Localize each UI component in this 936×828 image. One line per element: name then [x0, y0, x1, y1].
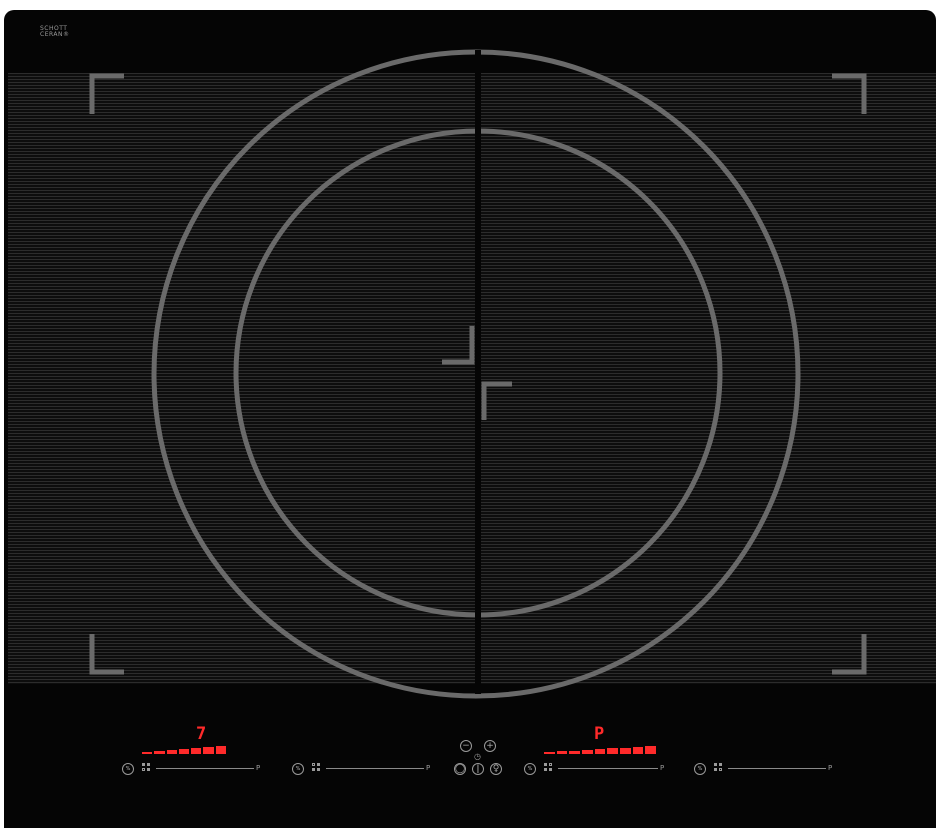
left-zone-grid-icon[interactable] [142, 763, 153, 774]
left-zone-control-row: % P [122, 763, 262, 775]
left-zone-power-display: 7 [196, 724, 207, 744]
brand-logo: SCHOTT CERAN® [40, 26, 70, 38]
center-mark-right [481, 381, 512, 420]
level-bar-segment [166, 750, 177, 754]
level-bar-segment [569, 750, 580, 754]
right-zone-percent-button[interactable]: % [524, 763, 536, 775]
right-zone-power-display: P [594, 724, 605, 744]
right-second-grid-icon[interactable] [714, 763, 725, 774]
right-second-percent-button[interactable]: % [694, 763, 706, 775]
timer-plus-button[interactable]: + [484, 740, 496, 752]
level-bar-segment [620, 747, 631, 754]
induction-cooking-area [8, 73, 936, 684]
left-zone-slider[interactable] [156, 768, 254, 769]
level-bar-segment [178, 749, 190, 754]
level-bar-segment [154, 751, 165, 754]
level-bar-segment [556, 751, 568, 754]
brand-line-1: SCHOTT [40, 25, 68, 32]
right-zone-control-row: % P [524, 763, 664, 775]
brand-line-2: CERAN® [40, 31, 70, 38]
left-second-percent-button[interactable]: % [292, 763, 304, 775]
left-zone-percent-button[interactable]: % [122, 763, 134, 775]
clock-icon: ◷ [474, 752, 481, 761]
level-bar-segment [215, 746, 226, 754]
power-button[interactable]: ◯ [454, 763, 466, 775]
right-zone-second-control-row: % P [694, 763, 834, 775]
right-second-p-label: P [828, 764, 833, 772]
right-second-slider[interactable] [728, 768, 826, 769]
level-bar-segment [582, 749, 593, 754]
zone-divider [475, 50, 481, 694]
right-zone-slider[interactable] [558, 768, 658, 769]
level-bar-segment [607, 748, 618, 754]
corner-mark-top-left [89, 73, 124, 114]
left-zone-second-control-row: % P [292, 763, 432, 775]
center-mark-left [442, 326, 475, 365]
level-bar-segment [544, 752, 555, 754]
left-second-slider[interactable] [326, 768, 424, 769]
right-zone-p-label: P [660, 764, 665, 772]
left-zone-level-indicator [142, 746, 226, 754]
corner-mark-bottom-left [89, 634, 124, 675]
left-second-grid-icon[interactable] [312, 763, 323, 774]
corner-mark-top-right [832, 73, 867, 114]
timer-minus-button[interactable]: − [460, 740, 472, 752]
left-zone-p-label: P [256, 764, 261, 772]
lock-button[interactable]: ǀ [472, 763, 484, 775]
left-second-p-label: P [426, 764, 431, 772]
bridge-button[interactable]: ♀ [490, 763, 502, 775]
cooktop-glass: SCHOTT CERAN® 7 % P % P − [4, 10, 936, 828]
level-bar-segment [645, 746, 656, 754]
level-bar-segment [191, 748, 202, 754]
level-bar-segment [203, 747, 214, 754]
level-bar-segment [594, 749, 606, 754]
right-zone-level-indicator [544, 746, 656, 754]
corner-mark-bottom-right [832, 634, 867, 675]
level-bar-segment [632, 746, 644, 754]
level-bar-segment [142, 752, 153, 754]
right-zone-grid-icon[interactable] [544, 763, 555, 774]
zone-markings [89, 49, 867, 699]
